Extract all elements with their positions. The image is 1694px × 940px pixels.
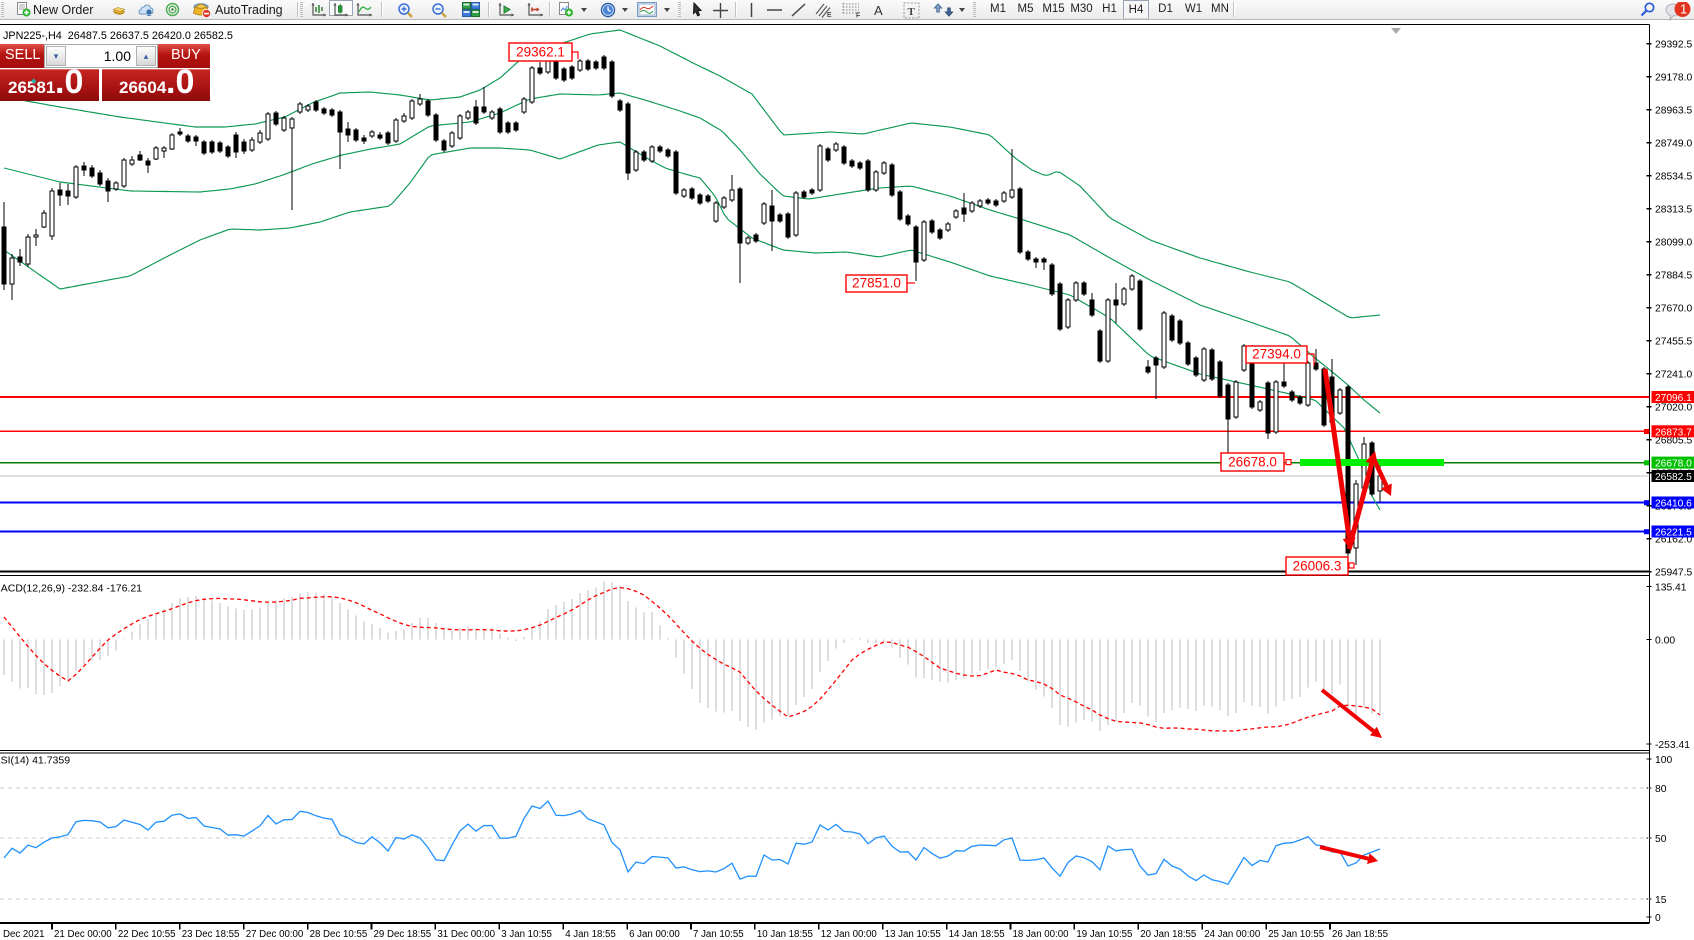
svg-text:26873.7: 26873.7 [1655,427,1692,438]
svg-text:28099.0: 28099.0 [1655,238,1692,249]
svg-text:6 Jan 00:00: 6 Jan 00:00 [629,929,680,940]
svg-text:27851.0: 27851.0 [852,276,901,291]
svg-text:28313.5: 28313.5 [1655,205,1692,216]
svg-text:26162.0: 26162.0 [1655,535,1692,546]
svg-text:13 Jan 10:55: 13 Jan 10:55 [885,929,941,940]
svg-text:19 Jan 10:55: 19 Jan 10:55 [1076,929,1132,940]
svg-text:27394.0: 27394.0 [1252,347,1301,362]
svg-text:18 Jan 00:00: 18 Jan 00:00 [1013,929,1070,940]
svg-text:22 Dec 10:55: 22 Dec 10:55 [118,929,176,940]
svg-text:25 Jan 10:55: 25 Jan 10:55 [1268,929,1324,940]
svg-text:0: 0 [1655,913,1661,924]
svg-text:31 Dec 00:00: 31 Dec 00:00 [437,929,495,940]
svg-text:4 Jan 18:55: 4 Jan 18:55 [565,929,616,940]
svg-text:27020.0: 27020.0 [1655,403,1692,414]
svg-text:28 Dec 10:55: 28 Dec 10:55 [310,929,368,940]
svg-text:10 Jan 18:55: 10 Jan 18:55 [757,929,813,940]
svg-text:21 Dec 00:00: 21 Dec 00:00 [54,929,112,940]
svg-text:135.41: 135.41 [1655,583,1687,594]
svg-text:RSI(14) 41.7359: RSI(14) 41.7359 [0,755,70,767]
svg-text:27241.0: 27241.0 [1655,370,1692,381]
svg-text:1: 1 [1680,2,1687,17]
svg-text:27455.5: 27455.5 [1655,337,1692,348]
svg-text:15: 15 [1655,895,1667,906]
svg-text:7 Jan 10:55: 7 Jan 10:55 [693,929,744,940]
svg-text:23 Dec 18:55: 23 Dec 18:55 [182,929,240,940]
svg-text:28534.5: 28534.5 [1655,172,1692,183]
svg-text:50: 50 [1655,834,1667,845]
svg-text:25947.5: 25947.5 [1655,568,1692,579]
svg-text:26678.0: 26678.0 [1228,455,1277,470]
svg-text:26410.6: 26410.6 [1655,499,1692,510]
svg-text:26582.5: 26582.5 [1655,472,1692,483]
svg-text:27 Dec 00:00: 27 Dec 00:00 [246,929,304,940]
svg-text:3 Jan 10:55: 3 Jan 10:55 [501,929,552,940]
svg-text:26221.5: 26221.5 [1655,528,1692,539]
svg-text:80: 80 [1655,784,1667,795]
svg-text:0.00: 0.00 [1655,636,1675,647]
svg-text:E: E [827,12,832,18]
svg-text:26678.0: 26678.0 [1655,459,1692,470]
svg-text:MACD(12,26,9) -232.84 -176.21: MACD(12,26,9) -232.84 -176.21 [0,583,142,595]
svg-text:27670.0: 27670.0 [1655,304,1692,315]
svg-text:26805.5: 26805.5 [1655,436,1692,447]
svg-text:26 Jan 18:55: 26 Jan 18:55 [1332,929,1388,940]
svg-text:14 Jan 18:55: 14 Jan 18:55 [949,929,1005,940]
svg-text:29392.5: 29392.5 [1655,40,1692,51]
svg-text:JPN225-,H4 26487.5 26637.5 26: JPN225-,H4 26487.5 26637.5 26420.0 26582… [3,30,233,42]
svg-text:29178.0: 29178.0 [1655,73,1692,84]
svg-text:24 Jan 00:00: 24 Jan 00:00 [1204,929,1261,940]
svg-text:100: 100 [1655,755,1672,766]
svg-text:Dec 2021: Dec 2021 [3,929,44,940]
svg-text:T: T [908,6,916,18]
svg-text:12 Jan 00:00: 12 Jan 00:00 [821,929,878,940]
svg-text:28749.0: 28749.0 [1655,139,1692,150]
svg-text:28963.5: 28963.5 [1655,106,1692,117]
svg-text:20 Jan 18:55: 20 Jan 18:55 [1140,929,1196,940]
svg-text:27096.1: 27096.1 [1655,393,1692,404]
svg-text:29 Dec 18:55: 29 Dec 18:55 [374,929,432,940]
svg-text:27884.5: 27884.5 [1655,271,1692,282]
svg-text:-253.41: -253.41 [1655,740,1690,751]
svg-text:F: F [856,13,860,19]
svg-text:29362.1: 29362.1 [516,45,565,60]
svg-text:26006.3: 26006.3 [1293,559,1342,574]
